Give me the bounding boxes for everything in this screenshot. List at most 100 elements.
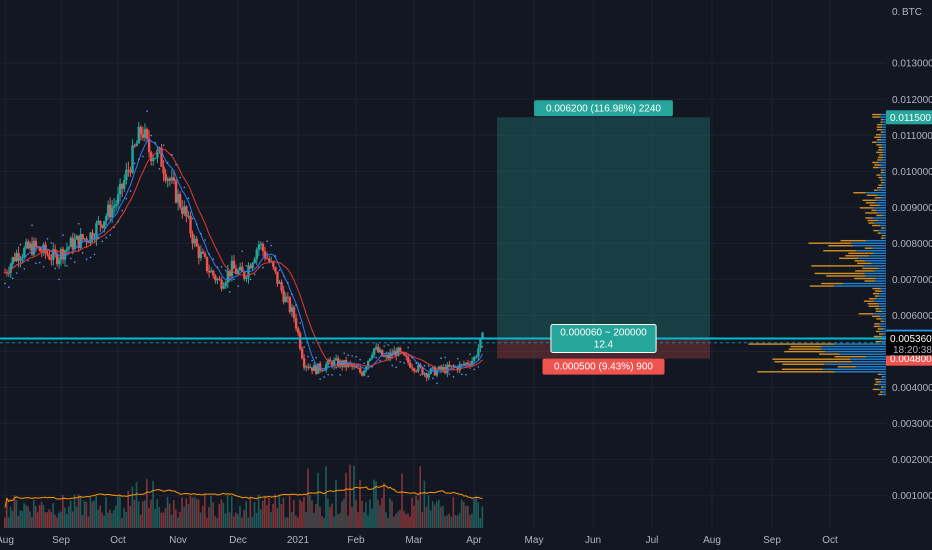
profile-bar-up — [876, 297, 886, 300]
psar-dot — [183, 186, 186, 189]
volume-bar — [450, 516, 453, 528]
volume-bar — [36, 512, 39, 528]
volume-bar — [65, 513, 68, 528]
candle-body — [112, 205, 116, 208]
candle-body — [282, 290, 285, 303]
candle-body — [466, 362, 470, 365]
volume-bar — [266, 505, 268, 528]
volume-bar — [4, 517, 6, 528]
candle-body — [392, 350, 396, 356]
time-tick-label: Aug — [703, 535, 721, 546]
parabolic-sar — [4, 110, 484, 385]
profile-bar-up — [874, 202, 886, 204]
volume-bar — [442, 505, 444, 528]
candle-body — [95, 223, 98, 239]
psar-dot — [262, 266, 264, 269]
profile-bar-down — [876, 139, 882, 141]
volume-bar — [282, 497, 285, 528]
volume-bar — [335, 480, 337, 528]
candle-body — [57, 259, 61, 265]
psar-dot — [359, 358, 361, 361]
volume-bar — [272, 503, 274, 528]
candle-body — [118, 183, 122, 195]
profile-bar-up — [883, 237, 886, 239]
profile-bar-down — [826, 275, 866, 277]
volume-bar — [133, 499, 136, 528]
candle-body — [71, 237, 75, 250]
candle-body — [300, 348, 304, 359]
profile-bar-down — [869, 297, 877, 300]
psar-dot — [423, 364, 426, 367]
psar-dot — [125, 197, 128, 200]
candle-body — [135, 143, 138, 147]
volume-bar — [440, 506, 442, 528]
time-tick-label: Oct — [822, 535, 838, 546]
volume-bar — [119, 494, 121, 528]
psar-dot — [62, 234, 64, 236]
volume-bar — [280, 504, 283, 528]
candle-body — [332, 359, 336, 367]
profile-bar-up — [884, 171, 886, 174]
candle-body — [437, 366, 441, 371]
volume-bar — [423, 480, 426, 528]
profile-bar-down — [811, 265, 864, 267]
volume-bar — [113, 510, 115, 528]
volume-bar — [193, 496, 196, 528]
psar-dot — [89, 256, 92, 259]
candle-body — [168, 178, 172, 181]
profile-bar-down — [869, 204, 880, 207]
long-position-tool[interactable] — [497, 117, 710, 359]
candle-body — [23, 247, 26, 257]
psar-dot — [270, 244, 273, 247]
time-axis[interactable]: Aug Sep Oct Nov Dec 2021 Feb Mar Apr May Jun Jul Aug… — [0, 528, 932, 550]
candle-body — [15, 253, 18, 262]
candle-body — [272, 261, 275, 267]
profile-bar-up — [877, 383, 886, 386]
profile-bar-down — [881, 181, 884, 184]
volume-bar — [77, 494, 80, 528]
volume-bar — [148, 507, 150, 528]
candle-body — [263, 251, 267, 259]
profile-bar-up — [877, 189, 886, 191]
profile-bar-down — [874, 164, 882, 166]
profile-bar-down — [880, 237, 884, 239]
profile-bar-down — [881, 376, 884, 378]
volume-bar — [458, 513, 461, 528]
volume-bar — [389, 498, 391, 528]
candle-body — [230, 260, 234, 277]
psar-dot — [452, 375, 455, 378]
profile-bar-down — [864, 247, 873, 249]
profile-bar-up — [856, 250, 886, 252]
psar-dot — [70, 257, 72, 260]
volume-bar — [284, 517, 287, 528]
volume-bar — [268, 497, 270, 528]
volume-bar — [371, 508, 373, 528]
volume-bar — [232, 516, 235, 528]
psar-dot — [179, 176, 181, 179]
candle-body — [81, 234, 84, 240]
volume-bar — [259, 509, 262, 528]
volume-bar — [146, 479, 148, 528]
psar-dot — [195, 223, 198, 225]
profile-bar-up — [822, 368, 886, 370]
psar-dot — [307, 355, 309, 358]
candle-body — [28, 243, 32, 249]
candle-body — [50, 259, 53, 261]
horizontal-level-line[interactable] — [0, 337, 886, 344]
psar-dot — [93, 253, 96, 256]
volume-bar — [212, 502, 214, 528]
price-tick-label: 0.007000 — [892, 275, 932, 286]
volume-bar — [172, 500, 175, 528]
psar-dot — [461, 373, 463, 376]
psar-dot — [245, 264, 248, 267]
price-axis[interactable]: 0.013000 0.012000 0.011000 0.010000 0.009000… — [886, 0, 932, 550]
profile-bar-up — [872, 247, 886, 249]
candle-body — [425, 373, 428, 378]
candle-body — [356, 367, 360, 369]
candle-body — [228, 271, 232, 277]
volume-bar — [381, 498, 383, 528]
profile-bar-up — [881, 340, 886, 343]
psar-dot — [101, 240, 104, 243]
